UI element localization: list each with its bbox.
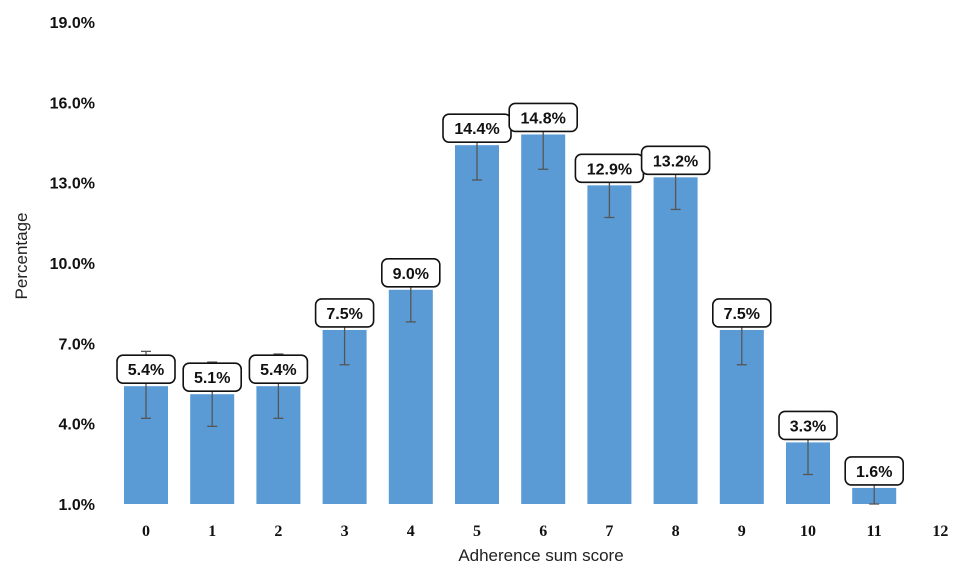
y-tick-label: 7.0% <box>59 336 95 353</box>
svg-text:9.0%: 9.0% <box>393 266 429 283</box>
svg-text:12.9%: 12.9% <box>587 161 632 178</box>
y-axis-title: Percentage <box>12 213 31 300</box>
svg-text:13.2%: 13.2% <box>653 153 698 170</box>
x-tick-label: 2 <box>274 523 282 540</box>
x-tick-label: 4 <box>407 523 415 540</box>
data-label: 14.8% <box>508 102 579 133</box>
y-tick-label: 4.0% <box>59 417 95 434</box>
x-axis-title: Adherence sum score <box>458 546 623 565</box>
data-label: 9.0% <box>380 257 441 288</box>
bar <box>521 134 566 504</box>
data-label: 5.4% <box>116 354 176 384</box>
error-bars <box>141 125 880 505</box>
y-axis-ticks: 1.0% 4.0% 7.0% 10.0% 13.0% 16.0% 19.0% <box>50 15 95 514</box>
x-tick-label: 6 <box>539 523 547 540</box>
data-label: 12.9% <box>574 153 645 184</box>
x-tick-label: 5 <box>473 523 481 540</box>
svg-text:7.5%: 7.5% <box>326 306 362 323</box>
y-tick-label: 10.0% <box>50 256 95 273</box>
svg-text:5.4%: 5.4% <box>128 362 164 379</box>
data-label: 7.5% <box>314 298 375 328</box>
bar <box>653 177 698 505</box>
y-tick-label: 16.0% <box>50 95 95 112</box>
svg-text:5.4%: 5.4% <box>260 362 296 379</box>
svg-text:1.6%: 1.6% <box>856 464 892 481</box>
svg-text:7.5%: 7.5% <box>724 306 760 323</box>
data-label: 5.4% <box>248 354 309 384</box>
bar <box>455 145 499 504</box>
x-tick-label: 9 <box>738 523 746 540</box>
x-tick-label: 10 <box>800 523 816 540</box>
svg-text:14.8%: 14.8% <box>521 110 566 127</box>
x-tick-label: 3 <box>341 523 349 540</box>
x-tick-label: 0 <box>142 523 150 540</box>
x-tick-label: 11 <box>867 523 882 540</box>
bar <box>587 185 632 504</box>
x-tick-label: 7 <box>605 523 613 540</box>
svg-text:14.4%: 14.4% <box>454 121 499 138</box>
y-tick-label: 13.0% <box>50 176 95 193</box>
data-label: 13.2% <box>640 145 711 176</box>
y-tick-label: 1.0% <box>59 497 95 514</box>
data-label: 14.4% <box>442 113 512 143</box>
data-label: 5.1% <box>182 362 242 393</box>
svg-text:3.3%: 3.3% <box>790 418 826 435</box>
data-label: 1.6% <box>844 456 905 486</box>
data-label: 3.3% <box>778 410 838 441</box>
y-tick-label: 19.0% <box>50 15 95 32</box>
x-axis-ticks: 0 1 2 3 4 5 6 7 8 9 10 11 12 <box>142 523 948 540</box>
data-label: 7.5% <box>711 298 772 328</box>
svg-text:5.1%: 5.1% <box>194 370 230 387</box>
x-tick-label: 1 <box>208 523 216 540</box>
bar <box>388 289 433 504</box>
x-tick-label: 12 <box>932 523 948 540</box>
data-labels: 5.4% 5.1% 5.4% 7.5% 9.0% 14.4% 14.8% 12.9% 13.2%… <box>116 102 905 486</box>
x-tick-label: 8 <box>672 523 680 540</box>
bars <box>124 134 897 505</box>
